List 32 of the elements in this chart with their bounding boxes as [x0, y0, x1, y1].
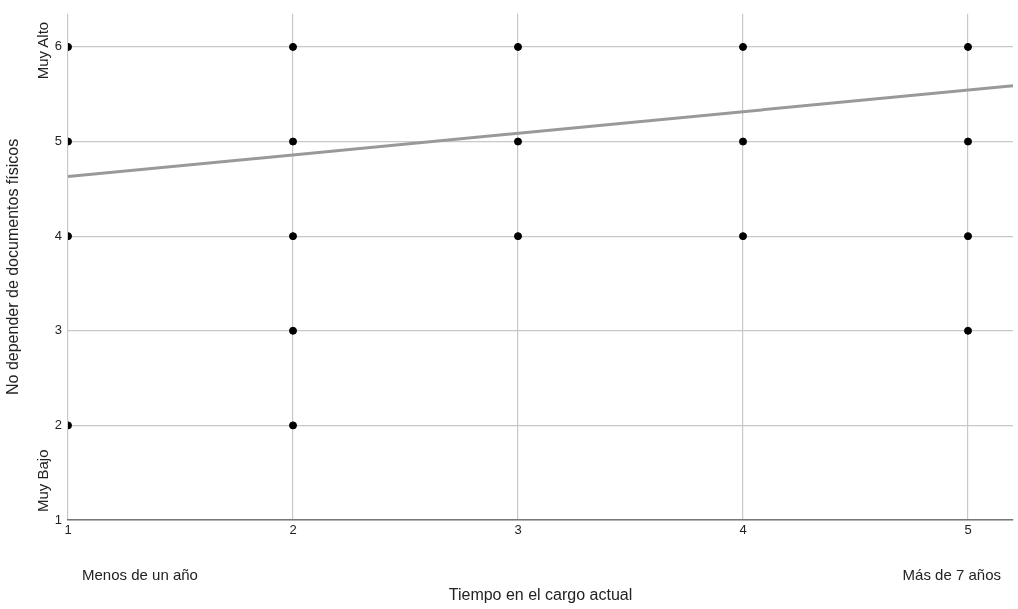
text: Menos de un año — [82, 566, 198, 584]
x-tick-label: 3 — [514, 522, 522, 538]
point — [964, 326, 972, 335]
point — [964, 232, 972, 241]
point — [964, 42, 972, 51]
text: Muy Alto — [34, 21, 52, 80]
y-tick-label: 2 — [54, 416, 62, 432]
text: Muy Bajo — [34, 449, 52, 512]
x-tick-label: 5 — [964, 522, 972, 538]
y-axis-title: No depender de documentos físicos — [4, 138, 22, 395]
x-tick-label: 1 — [64, 522, 72, 538]
x-tick-label: 4 — [739, 522, 747, 538]
point — [289, 137, 297, 146]
point — [514, 42, 522, 51]
point — [739, 232, 747, 241]
y-tick-label: 5 — [54, 133, 62, 149]
point — [739, 42, 747, 51]
point — [289, 42, 297, 51]
point — [514, 232, 522, 241]
point — [964, 137, 972, 146]
point — [514, 137, 522, 146]
y-tick-label: 4 — [54, 227, 62, 243]
y-tick-label: 1 — [54, 511, 62, 527]
text: Más de 7 años — [902, 566, 1001, 584]
y-tick-label: 6 — [54, 38, 62, 54]
point — [739, 137, 747, 146]
point — [289, 326, 297, 335]
point — [289, 232, 297, 241]
x-axis-title: Tiempo en el cargo actual — [448, 585, 633, 603]
x-tick-label: 2 — [289, 522, 297, 538]
y-tick-label: 3 — [54, 322, 62, 338]
point — [289, 421, 297, 430]
